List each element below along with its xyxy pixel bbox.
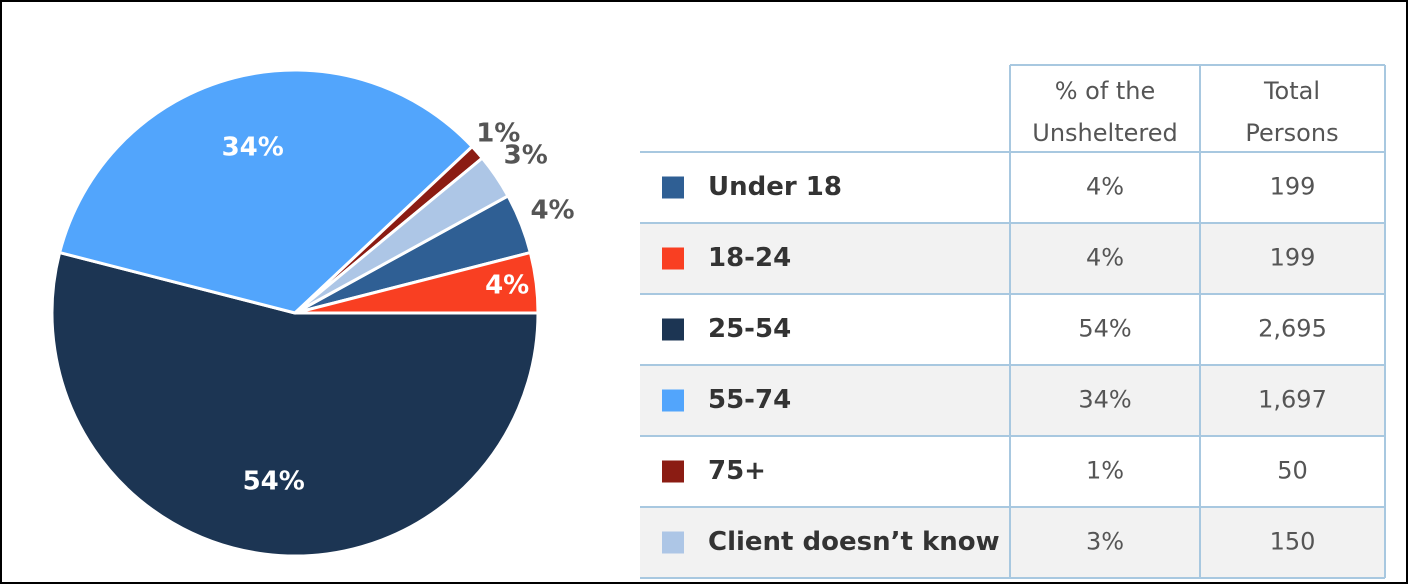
legend-swatch — [662, 318, 684, 341]
percent-cell: 4% — [1086, 244, 1124, 272]
row-shade — [640, 223, 1385, 294]
column-header: Total — [1263, 77, 1320, 105]
data-label: 54% — [243, 466, 305, 496]
row-label: Under 18 — [708, 172, 842, 202]
row-label: Client doesn’t know — [708, 527, 1000, 557]
legend-swatch — [662, 389, 684, 412]
total-cell: 199 — [1270, 173, 1316, 201]
legend-swatch — [662, 247, 684, 270]
data-label: 4% — [530, 196, 574, 226]
row-shade — [640, 365, 1385, 436]
pie-slice — [50, 250, 540, 558]
column-header: Unsheltered — [1032, 119, 1177, 147]
legend-swatch — [662, 531, 684, 554]
total-cell: 199 — [1270, 244, 1316, 272]
data-label: 3% — [504, 141, 548, 171]
total-cell: 2,695 — [1258, 315, 1327, 343]
row-label: 55-74 — [708, 385, 791, 415]
data-label: 1% — [476, 118, 520, 148]
data-label: 34% — [222, 133, 284, 163]
percent-cell: 4% — [1086, 173, 1124, 201]
pie-slice — [294, 155, 510, 315]
column-header: Persons — [1245, 119, 1338, 147]
column-header: % of the — [1055, 77, 1156, 105]
percent-cell: 1% — [1086, 457, 1124, 485]
data-label: 4% — [485, 271, 529, 301]
total-cell: 150 — [1270, 528, 1316, 556]
percent-cell: 34% — [1078, 386, 1131, 414]
row-label: 25-54 — [708, 314, 791, 344]
pie-slice — [57, 68, 475, 315]
legend-swatch — [662, 460, 684, 483]
percent-cell: 3% — [1086, 528, 1124, 556]
legend-swatch — [662, 176, 684, 199]
percent-cell: 54% — [1078, 315, 1131, 343]
total-cell: 1,697 — [1258, 386, 1327, 414]
total-cell: 50 — [1277, 457, 1308, 485]
row-label: 18-24 — [708, 243, 791, 273]
row-shade — [640, 507, 1385, 578]
row-label: 75+ — [708, 456, 766, 486]
